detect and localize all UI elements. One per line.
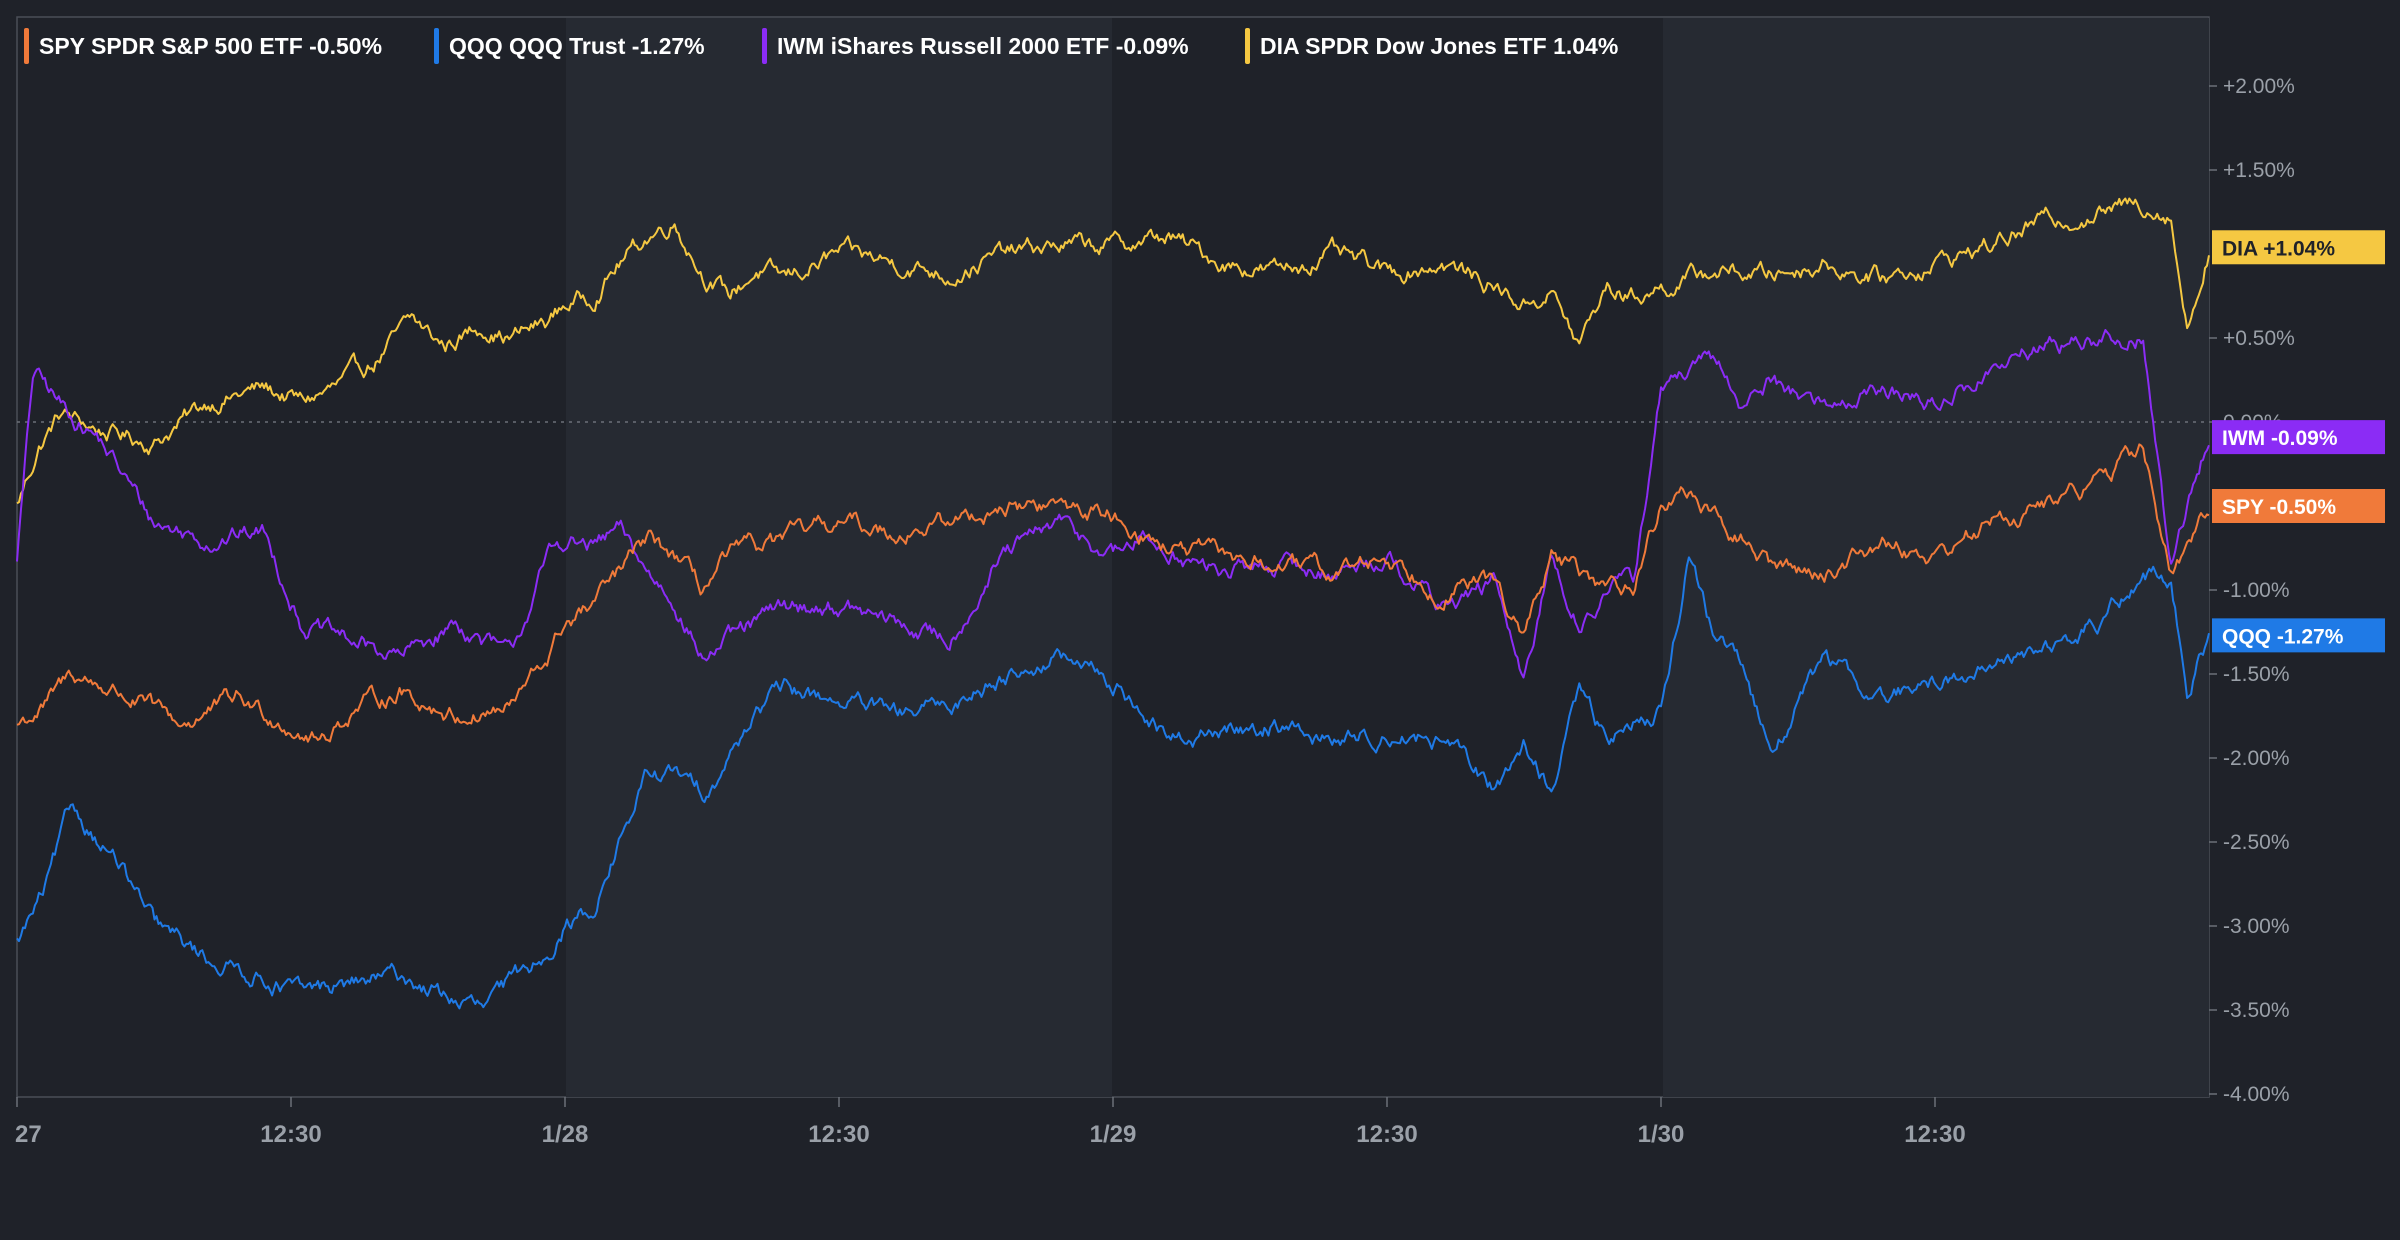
tag-label: IWM -0.09%	[2222, 427, 2338, 450]
x-tick-label: 1/29	[1090, 1121, 1137, 1148]
last-value-tag-qqq: QQQ -1.27%	[2212, 618, 2385, 653]
legend-label: QQQ QQQ Trust -1.27%	[449, 33, 705, 59]
last-value-tag-dia: DIA +1.04%	[2212, 230, 2385, 265]
series-line-qqq	[16, 556, 2210, 1010]
legend[interactable]: SPY SPDR S&P 500 ETF -0.50% QQQ QQQ Trust…	[24, 28, 1618, 64]
y-tick-label: -3.00%	[2223, 915, 2290, 938]
legend-item-dia[interactable]: DIA SPDR Dow Jones ETF 1.04%	[1245, 28, 1618, 64]
last-value-tags: DIA +1.04% IWM -0.09% SPY -0.50% QQQ -1.27%	[2212, 230, 2385, 653]
legend-label: SPY SPDR S&P 500 ETF -0.50%	[39, 33, 382, 59]
legend-item-qqq[interactable]: QQQ QQQ Trust -1.27%	[434, 28, 705, 64]
session-shade-1	[566, 18, 1112, 1097]
series-layer	[16, 197, 2210, 1010]
legend-swatch	[762, 28, 767, 64]
y-tick-label: -1.50%	[2223, 663, 2290, 686]
y-tick-label: +0.50%	[2223, 327, 2295, 350]
legend-label: DIA SPDR Dow Jones ETF 1.04%	[1260, 33, 1618, 59]
legend-label: IWM iShares Russell 2000 ETF -0.09%	[777, 33, 1189, 59]
y-tick-label: +1.50%	[2223, 159, 2295, 182]
y-tick-label: -2.50%	[2223, 831, 2290, 854]
tag-label: QQQ -1.27%	[2222, 625, 2344, 648]
tag-background	[2212, 618, 2385, 653]
legend-item-iwm[interactable]: IWM iShares Russell 2000 ETF -0.09%	[762, 28, 1189, 64]
y-tick-label: +2.00%	[2223, 75, 2295, 98]
tag-background	[2212, 230, 2385, 265]
series-line-iwm	[16, 329, 2210, 679]
x-tick-label: 1/30	[1638, 1121, 1685, 1148]
tag-background	[2212, 489, 2385, 523]
tag-label: SPY -0.50%	[2222, 496, 2336, 519]
x-tick-label: 12:30	[1904, 1121, 1965, 1148]
tag-label: DIA +1.04%	[2222, 237, 2335, 260]
session-shade-2	[1663, 18, 2209, 1097]
x-tick-label: 27	[15, 1121, 42, 1148]
last-value-tag-iwm: IWM -0.09%	[2212, 420, 2385, 455]
y-tick-label: -4.00%	[2223, 1083, 2290, 1106]
legend-swatch	[24, 28, 29, 64]
y-tick-label: -1.00%	[2223, 579, 2290, 602]
x-axis: 27 12:30 1/28 12:30 1/29 12:30 1/30 12:30	[15, 1097, 1966, 1148]
y-tick-label: -2.00%	[2223, 747, 2290, 770]
tag-background	[2212, 420, 2385, 455]
y-tick-label: -3.50%	[2223, 999, 2290, 1022]
legend-item-spy[interactable]: SPY SPDR S&P 500 ETF -0.50%	[24, 28, 382, 64]
legend-swatch	[1245, 28, 1250, 64]
legend-swatch	[434, 28, 439, 64]
x-tick-label: 1/28	[542, 1121, 589, 1148]
series-line-spy	[16, 443, 2210, 743]
x-tick-label: 12:30	[1356, 1121, 1417, 1148]
x-tick-label: 12:30	[808, 1121, 869, 1148]
x-tick-label: 12:30	[260, 1121, 321, 1148]
last-value-tag-spy: SPY -0.50%	[2212, 489, 2385, 523]
series-line-dia	[16, 197, 2210, 505]
